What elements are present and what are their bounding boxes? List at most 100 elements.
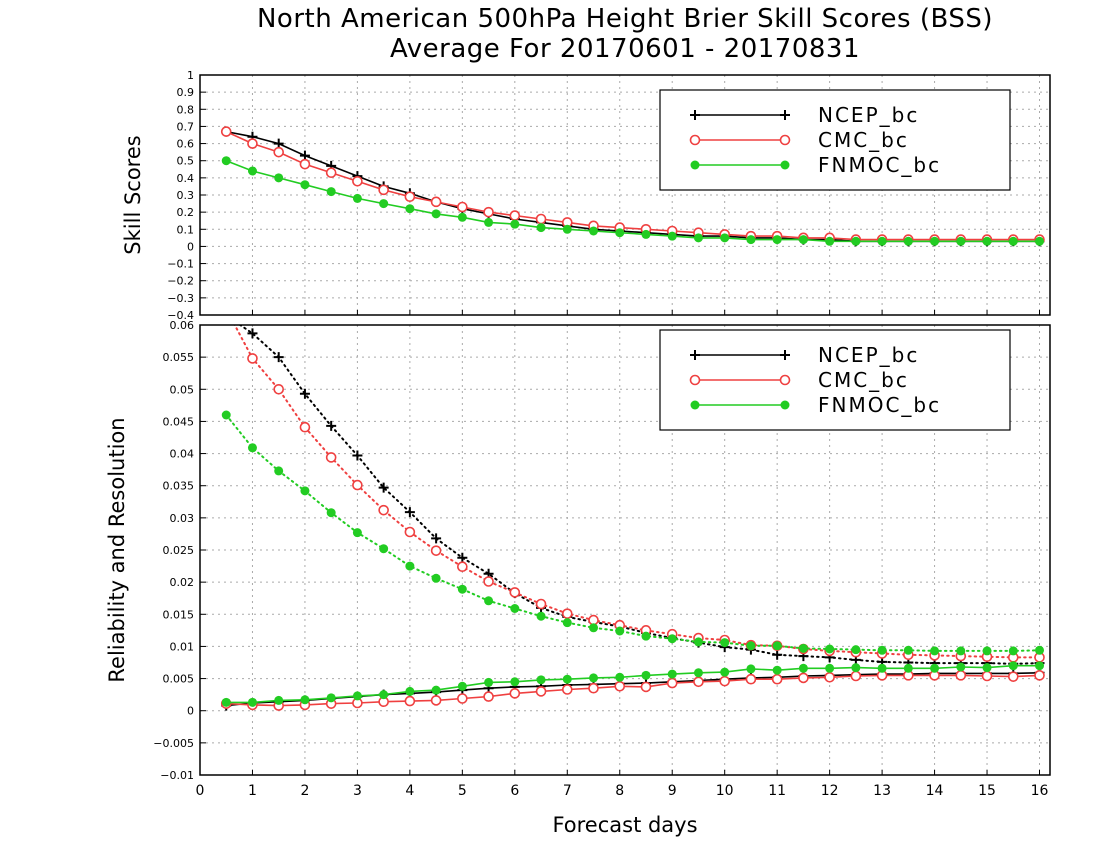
y-tick-label: 0.01: [170, 640, 195, 653]
cmc-bc-point: [220, 126, 232, 137]
cmc-bc-resolution-point: [561, 608, 573, 619]
y-tick-label: 0.005: [163, 673, 195, 686]
y-tick-label: 0.06: [170, 319, 195, 332]
y-tick-label: 0.02: [170, 576, 195, 589]
legend-label-fnmoc-bc: FNMOC_bc: [818, 153, 941, 177]
y-tick-label: 0.1: [177, 223, 195, 236]
cmc-bc-point: [299, 158, 311, 170]
fnmoc-bc-point: [247, 166, 257, 176]
x-tick-label: 8: [615, 783, 624, 799]
cmc-bc-resolution-point: [299, 421, 311, 433]
legend-marker-fnmoc-bc: [780, 160, 790, 170]
legend-marker-fnmoc-bc: [690, 160, 700, 170]
fnmoc-bc-point: [431, 209, 441, 219]
y-tick-label: 0.04: [170, 448, 195, 461]
cmc-bc-reliability-point: [771, 673, 783, 685]
plot-frame: [199, 74, 1051, 316]
legend-label-ncep-bc: NCEP_bc: [818, 343, 919, 367]
y-tick-label: −0.01: [160, 769, 194, 782]
fnmoc-bc-point: [851, 236, 861, 246]
x-tick-label: 9: [668, 783, 677, 799]
legend-label-cmc-bc: CMC_bc: [818, 128, 909, 152]
x-tick-label: 6: [510, 783, 519, 799]
fnmoc-bc-point: [930, 236, 940, 246]
cmc-bc-point: [457, 201, 468, 213]
y-tick-label: 0.025: [163, 544, 195, 557]
legend-label-ncep-bc: NCEP_bc: [818, 103, 919, 127]
x-tick-label: 4: [405, 783, 414, 799]
fnmoc-bc-reliability-point: [431, 685, 441, 695]
y-tick-label: 0.2: [177, 206, 195, 219]
x-tick-label: 11: [768, 783, 786, 799]
ncep-bc-resolution-point: [247, 328, 258, 339]
y-tick-label: 0.4: [177, 172, 195, 185]
y-tick-label: 0.045: [163, 415, 195, 428]
cmc-bc-reliability-point: [509, 688, 521, 699]
fnmoc-bc-resolution-point: [641, 631, 651, 641]
fnmoc-bc-reliability-point: [877, 663, 887, 673]
fnmoc-bc-resolution-point: [274, 466, 284, 476]
fnmoc-bc-point: [825, 236, 835, 246]
cmc-bc-reliability-point: [404, 695, 416, 707]
fnmoc-bc-resolution-point: [1035, 645, 1045, 655]
fnmoc-bc-resolution-line: [225, 414, 1041, 652]
fnmoc-bc-reliability-point: [457, 681, 467, 691]
y-tick-label: 0.5: [177, 155, 195, 168]
ncep-bc-reliability-line: [226, 672, 1040, 707]
fnmoc-bc-resolution-point: [825, 644, 835, 654]
fnmoc-bc-point: [1035, 236, 1045, 246]
fnmoc-bc-reliability-point: [615, 672, 625, 682]
cmc-bc-resolution-point: [430, 545, 442, 556]
cmc-bc-reliability-point: [457, 693, 468, 704]
fnmoc-bc-point: [457, 212, 467, 222]
fnmoc-bc-point: [956, 236, 966, 246]
fnmoc-bc-point: [326, 187, 336, 197]
series-group: [220, 325, 1045, 711]
cmc-bc-resolution-point: [509, 587, 521, 598]
cmc-bc-reliability-point: [955, 670, 967, 681]
skill-score-panel: 1 0.9 0.8 0.7 0.6 0.5 0.4 0.3 0.2 0.1 0 −0.1 −0.2 −0.…: [121, 69, 1051, 322]
fnmoc-bc-point: [798, 235, 808, 245]
cmc-bc-reliability-point: [561, 684, 573, 695]
cmc-bc-resolution-point: [588, 614, 599, 626]
x-tick-label: 14: [926, 783, 944, 799]
cmc-bc-point: [378, 184, 389, 196]
legend-marker-fnmoc-bc: [690, 400, 700, 410]
x-tick-label: 5: [458, 783, 467, 799]
y-tick-label: −0.3: [167, 292, 194, 305]
fnmoc-bc-reliability-point: [693, 668, 703, 678]
ncep-bc-resolution-point: [457, 552, 468, 563]
y-axis-label: Skill Scores: [121, 135, 145, 254]
fnmoc-bc-resolution-point: [510, 604, 520, 613]
fnmoc-bc-reliability-point: [667, 669, 677, 679]
fnmoc-bc-point: [536, 223, 546, 233]
x-tick-label: 1: [248, 783, 257, 799]
cmc-bc-reliability-point: [483, 691, 494, 702]
fnmoc-bc-point: [405, 204, 415, 214]
y-tick-label: 0.035: [163, 480, 195, 493]
cmc-bc-reliability-point: [850, 670, 862, 682]
cmc-bc-reliability-point: [535, 686, 547, 697]
y-tick-label: −0.1: [167, 258, 194, 271]
cmc-bc-point: [352, 175, 363, 187]
x-tick-label: 15: [978, 783, 996, 799]
fnmoc-bc-reliability-point: [589, 673, 599, 683]
fnmoc-bc-reliability-point: [247, 697, 257, 707]
fnmoc-bc-resolution-point: [247, 443, 257, 453]
cmc-bc-reliability-point: [824, 671, 835, 683]
fnmoc-bc-resolution-point: [798, 643, 808, 653]
fnmoc-bc-reliability-point: [798, 663, 808, 673]
x-axis-label: Forecast days: [552, 813, 697, 837]
ncep-bc-resolution-point: [273, 352, 284, 363]
cmc-bc-reliability-point: [798, 672, 809, 684]
fnmoc-bc-point: [772, 235, 782, 245]
fnmoc-bc-point: [641, 229, 651, 239]
fnmoc-bc-resolution-point: [484, 596, 494, 606]
fnmoc-bc-resolution-point: [326, 508, 336, 518]
y-tick-label: 0.9: [177, 86, 195, 99]
cmc-bc-reliability-point: [614, 680, 626, 692]
